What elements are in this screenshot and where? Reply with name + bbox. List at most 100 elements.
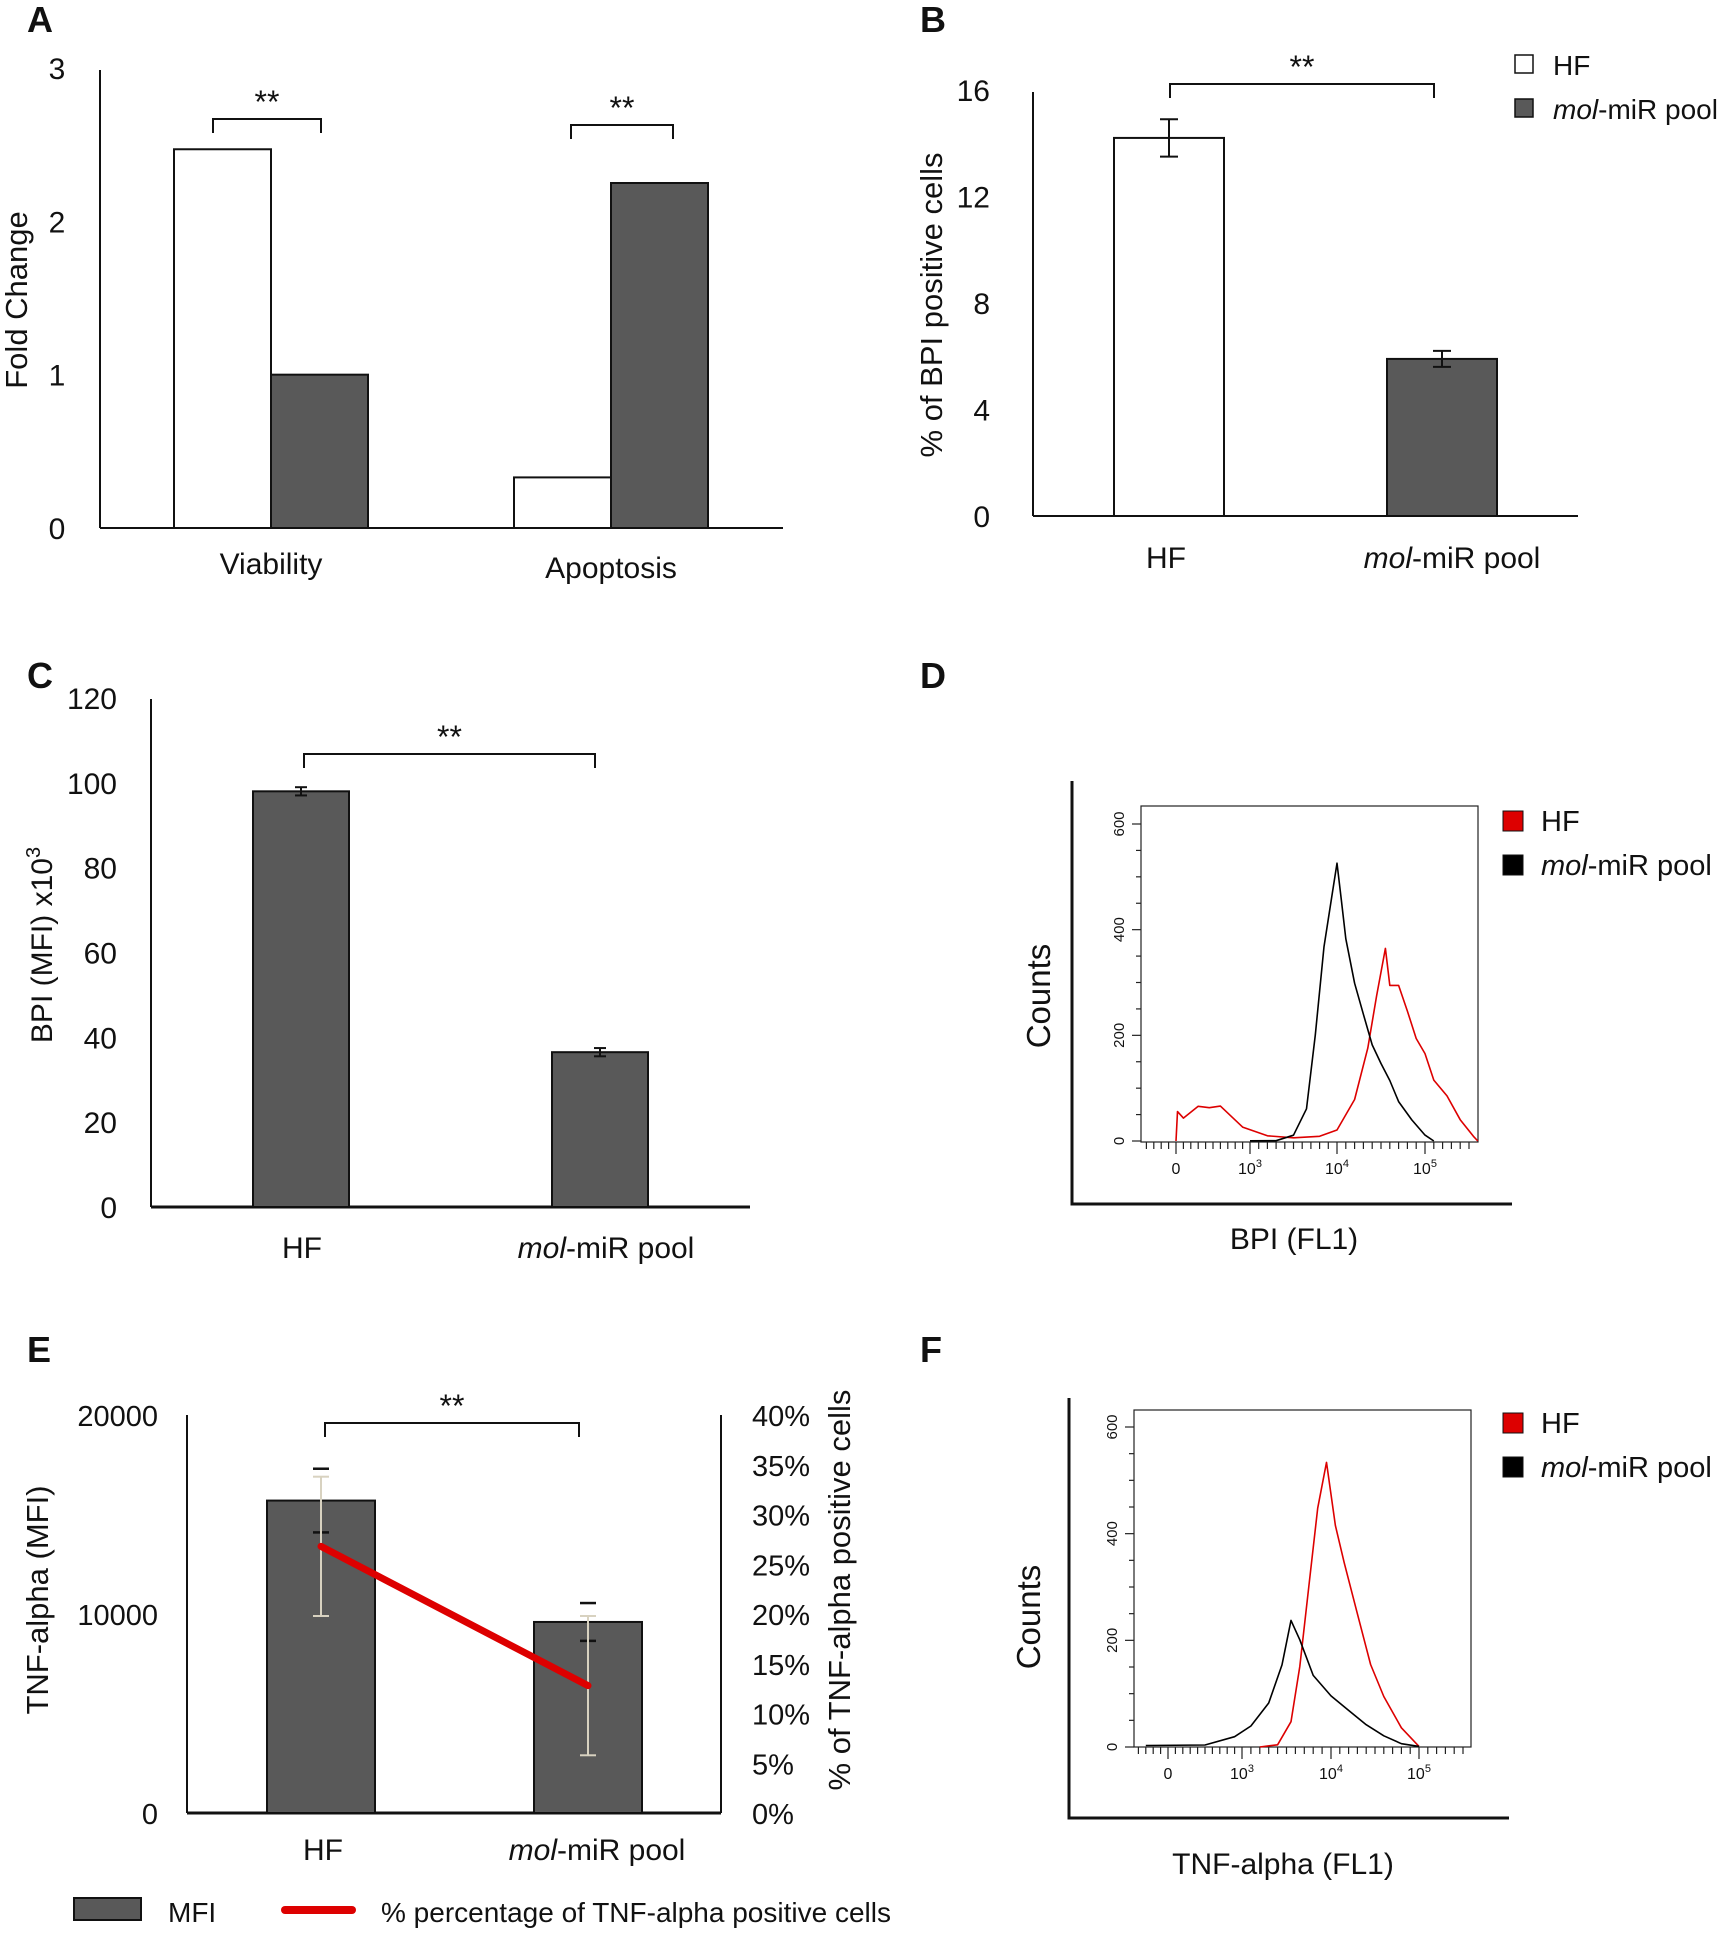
b-bar-hf xyxy=(1113,136,1225,518)
a-ytick-label: 0 xyxy=(49,513,66,546)
f-legend-swatch-mol xyxy=(1502,1456,1524,1478)
e-category-label: HF xyxy=(303,1834,343,1867)
f-xtick-label: 104 xyxy=(1319,1763,1343,1783)
b-legend-swatch-hf xyxy=(1514,54,1534,74)
c-ytick-label: 20 xyxy=(84,1107,117,1140)
c-y-axis-title-text: BPI (MFI) x10 xyxy=(26,858,59,1043)
e-y2tick-label: 40% xyxy=(752,1401,810,1433)
f-histogram-hf xyxy=(1259,1461,1420,1748)
italic-part: mol xyxy=(518,1232,568,1265)
b-ytick-label: 8 xyxy=(973,288,990,321)
text-part: HF xyxy=(1541,806,1580,838)
a-bar-mol-apoptosis xyxy=(610,182,709,529)
f-ytick-label: 600 xyxy=(1104,1414,1121,1439)
tick-base: 0 xyxy=(1172,1161,1181,1178)
c-bar-mol xyxy=(551,1051,649,1209)
c-sig-label: ** xyxy=(437,719,462,755)
e-category-label: mol-miR pool xyxy=(509,1834,686,1867)
d-ytick-label: 600 xyxy=(1111,811,1128,836)
d-legend-swatch-mol xyxy=(1502,854,1524,876)
c-y-axis-title-sup: 3 xyxy=(23,847,45,858)
d-outer-axes xyxy=(1070,781,1512,1206)
d-xtick-label: 105 xyxy=(1413,1158,1437,1178)
e-y2tick-label: 5% xyxy=(752,1749,794,1781)
d-ytick-label: 200 xyxy=(1111,1023,1128,1048)
italic-part: mol xyxy=(1541,850,1589,882)
a-sig-apoptosis-label: ** xyxy=(610,90,635,126)
c-y-axis-title: BPI (MFI) x103 xyxy=(23,847,59,1043)
e-y2-axis-title: % of TNF-alpha positive cells xyxy=(822,1390,857,1791)
f-x-axis-title: TNF-alpha (FL1) xyxy=(1172,1848,1394,1881)
f-ytick-label: 0 xyxy=(1104,1743,1121,1751)
e-y2tick-label: 20% xyxy=(752,1600,810,1632)
a-sig-apoptosis-bracket xyxy=(570,124,674,139)
a-ytick-label: 1 xyxy=(49,360,66,393)
text-part: HF xyxy=(1553,50,1590,81)
text-part: -miR pool xyxy=(1588,850,1712,882)
a-sig-viability-bracket xyxy=(212,118,322,133)
e-y2tick-label: 15% xyxy=(752,1650,810,1682)
b-y-axis-title: % of BPI positive cells xyxy=(914,153,949,458)
a-ytick-label: 2 xyxy=(49,206,66,239)
e-y2tick-label: 0% xyxy=(752,1799,794,1831)
italic-part: mol xyxy=(1364,542,1414,575)
b-legend-swatch-mol xyxy=(1514,98,1534,118)
e-ytick-label: 0 xyxy=(142,1799,158,1831)
f-legend-swatch-hf xyxy=(1502,1412,1524,1434)
tick-exp: 3 xyxy=(1248,1763,1254,1775)
b-ytick-label: 16 xyxy=(957,75,990,108)
b-bar-mol xyxy=(1386,357,1498,517)
text-part: -miR pool xyxy=(557,1834,685,1867)
d-xtick-label: 103 xyxy=(1238,1158,1262,1178)
f-ytick-label: 400 xyxy=(1104,1521,1121,1546)
tick-base: 10 xyxy=(1230,1766,1248,1783)
c-ytick-label: 40 xyxy=(84,1022,117,1055)
tick-base: 10 xyxy=(1319,1766,1337,1783)
b-ytick-label: 4 xyxy=(973,395,990,428)
panel-label-c: C xyxy=(27,655,53,696)
c-ytick-label: 100 xyxy=(67,768,117,801)
italic-part: mol xyxy=(1541,1452,1589,1484)
e-ytick-label: 10000 xyxy=(77,1600,158,1632)
tick-exp: 3 xyxy=(1256,1158,1262,1170)
c-sig-bracket xyxy=(303,753,596,768)
e-ytick-label: 20000 xyxy=(77,1401,158,1433)
tick-base: 10 xyxy=(1325,1161,1343,1178)
e-percent-line xyxy=(317,1542,592,1690)
b-legend-label: mol-miR pool xyxy=(1553,94,1718,125)
text-part: -miR pool xyxy=(1588,1452,1712,1484)
c-ytick-label: 80 xyxy=(84,853,117,886)
f-xtick-label: 105 xyxy=(1407,1763,1431,1783)
d-ytick-label: 400 xyxy=(1111,917,1128,942)
f-histogram-mol xyxy=(1145,1619,1420,1748)
c-ytick-label: 0 xyxy=(100,1192,117,1225)
a-bar-mol-viability xyxy=(270,373,369,529)
e-legend-label-mfi: MFI xyxy=(168,1897,216,1928)
f-xtick-label: 0 xyxy=(1164,1766,1173,1783)
panel-label-f: F xyxy=(920,1329,942,1370)
f-legend-label: HF xyxy=(1541,1408,1580,1440)
d-x-axis-title: BPI (FL1) xyxy=(1230,1223,1358,1256)
d-legend-label: mol-miR pool xyxy=(1541,850,1712,882)
text-part: -miR pool xyxy=(1598,94,1718,125)
italic-part: mol xyxy=(1553,94,1599,125)
text-part: -miR pool xyxy=(1412,542,1540,575)
a-sig-viability-label: ** xyxy=(255,84,280,120)
e-y2tick-label: 35% xyxy=(752,1451,810,1483)
a-category-label: Apoptosis xyxy=(545,552,677,585)
d-y-axis-title: Counts xyxy=(1020,944,1057,1049)
f-xtick-label: 103 xyxy=(1230,1763,1254,1783)
c-category-label: mol-miR pool xyxy=(518,1232,695,1265)
tick-base: 10 xyxy=(1238,1161,1256,1178)
f-y-axis-title: Counts xyxy=(1010,1565,1047,1670)
tick-base: 10 xyxy=(1407,1766,1425,1783)
a-y-axis-title: Fold Change xyxy=(0,211,34,389)
tick-base: 10 xyxy=(1413,1161,1431,1178)
b-sig-label: ** xyxy=(1290,49,1315,85)
c-bar-hf xyxy=(252,790,350,1208)
e-legend-label-percent: % percentage of TNF-alpha positive cells xyxy=(381,1897,891,1928)
b-category-label: mol-miR pool xyxy=(1364,542,1541,575)
a-bar-hf-viability xyxy=(173,148,272,529)
f-ytick-label: 200 xyxy=(1104,1628,1121,1653)
